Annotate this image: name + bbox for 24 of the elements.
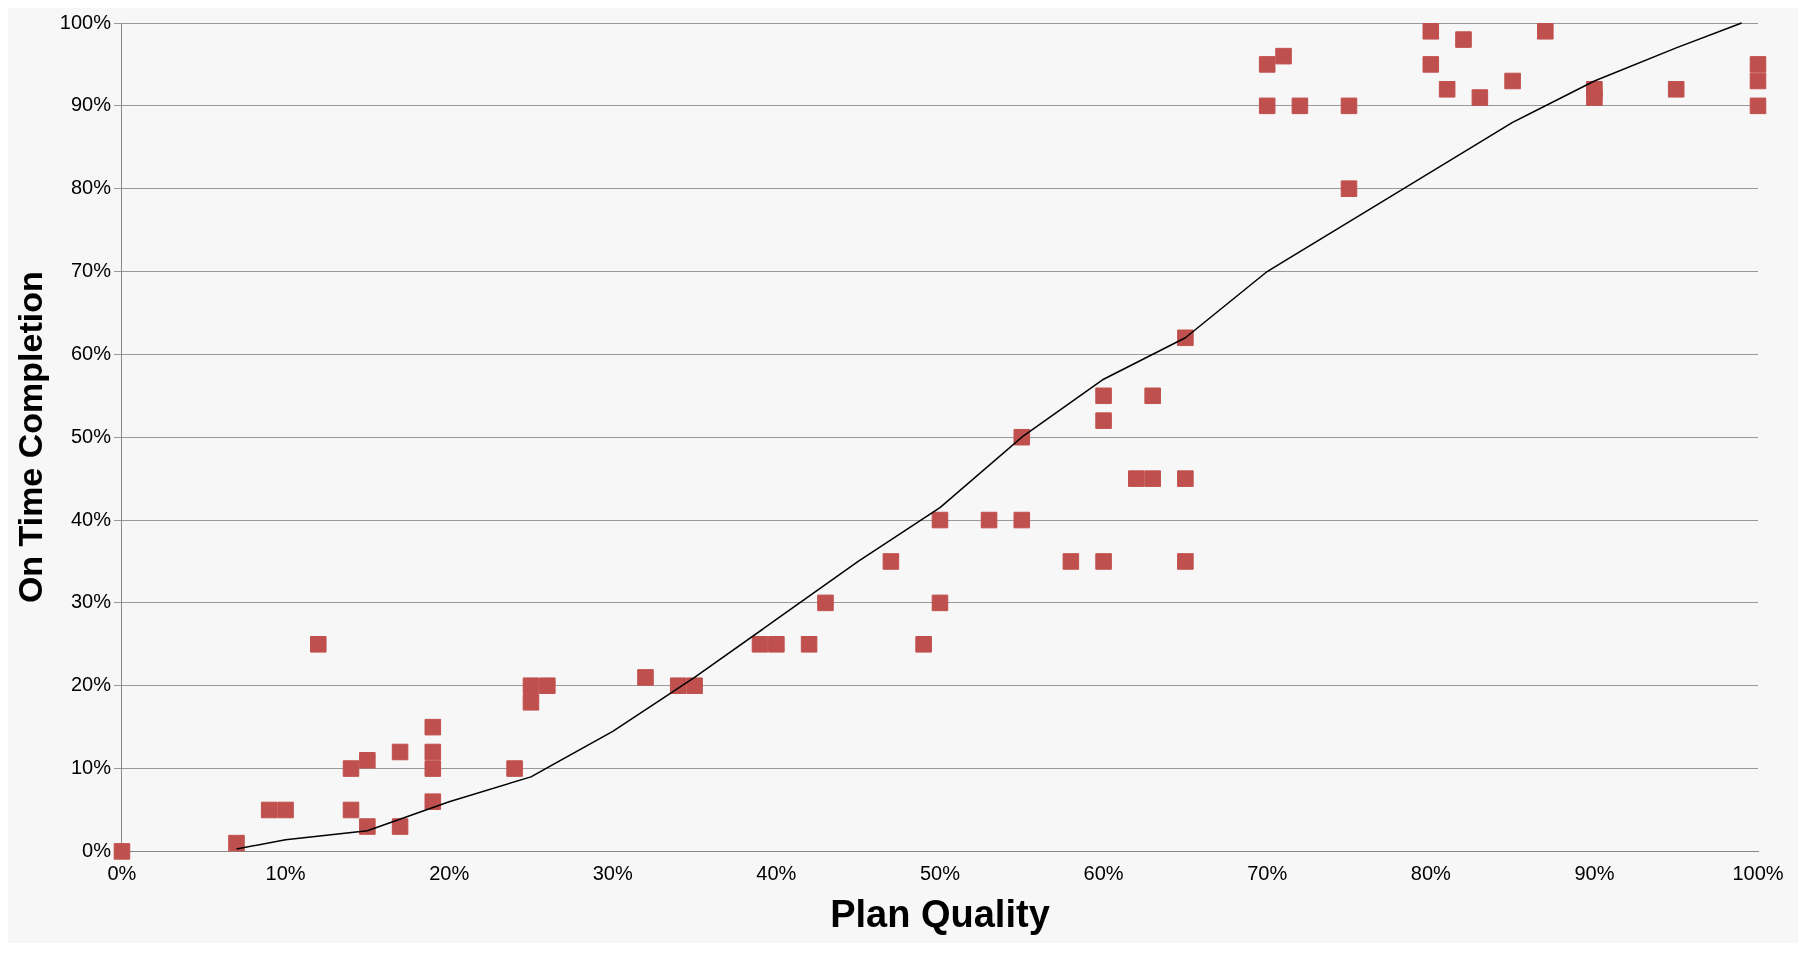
x-tick-label: 70%	[1247, 861, 1288, 884]
y-tick-label: 90%	[70, 93, 112, 116]
y-tick-label: 0%	[82, 838, 112, 861]
x-tick-label: 30%	[592, 861, 633, 884]
x-tick-label: 40%	[756, 861, 797, 884]
x-tick-label: 10%	[265, 861, 306, 884]
x-tick-label: 100%	[1732, 861, 1784, 884]
x-tick-label: 90%	[1574, 861, 1615, 884]
x-tick-label: 80%	[1410, 861, 1452, 884]
y-axis-title: On Time Completion	[10, 271, 49, 604]
y-tick-label: 80%	[70, 176, 112, 199]
y-tick-label: 60%	[70, 341, 112, 364]
x-axis-title: Plan Quality	[830, 892, 1050, 935]
y-tick-label: 50%	[70, 424, 112, 447]
x-tick-label: 0%	[107, 861, 137, 884]
y-tick-label: 40%	[70, 507, 112, 530]
x-tick-label: 20%	[429, 861, 470, 884]
y-tick-label: 70%	[70, 259, 112, 282]
y-tick-label: 20%	[70, 673, 112, 696]
x-tick-label: 50%	[919, 861, 961, 884]
x-tick-label: 60%	[1083, 861, 1124, 884]
y-tick-label: 100%	[59, 10, 112, 33]
y-tick-label: 10%	[70, 756, 112, 779]
y-tick-label: 30%	[70, 590, 112, 613]
